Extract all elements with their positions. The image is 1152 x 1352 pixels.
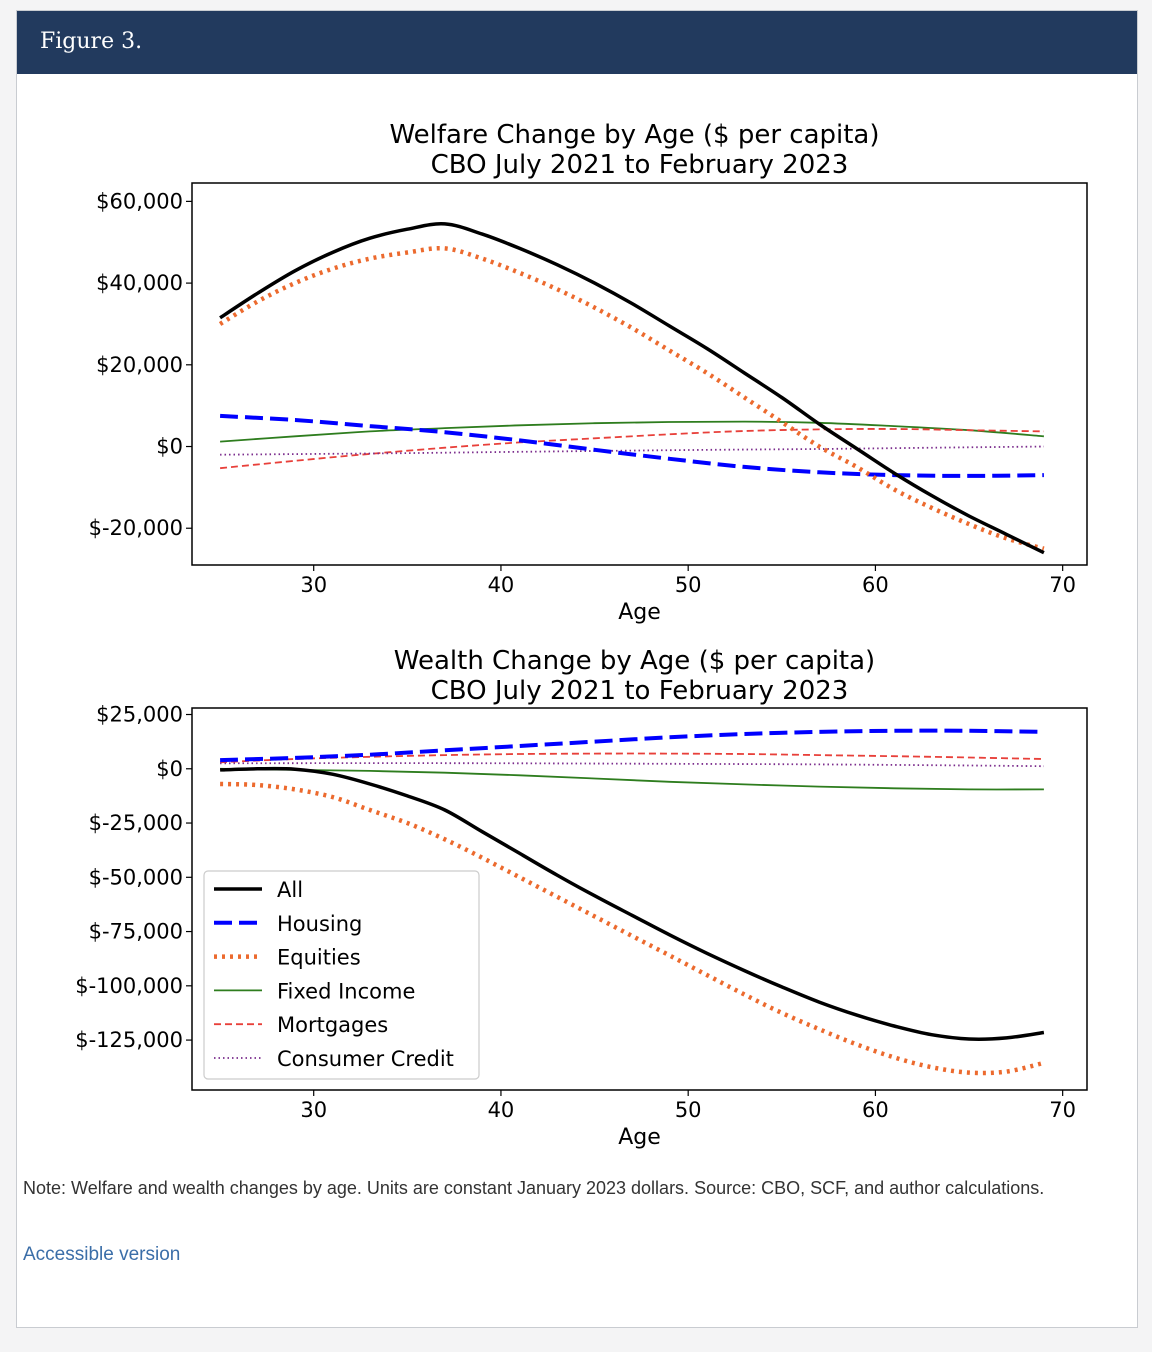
figure-container: Figure 3.	[16, 10, 1138, 1328]
series-line-all	[220, 766, 1045, 1041]
chart-title-line: CBO July 2021 to February 2023	[431, 150, 849, 180]
plot-frame	[191, 707, 1088, 1091]
y-tick-label: $-20,000	[89, 516, 183, 540]
legend-label: All	[277, 878, 303, 902]
accessible-version-link[interactable]: Accessible version	[23, 1244, 181, 1265]
plot-frame	[191, 182, 1088, 566]
series-line-equities	[220, 781, 1045, 1076]
figure-note: Note: Welfare and wealth changes by age.…	[23, 1178, 1045, 1198]
series-line-fixed-income	[220, 767, 1044, 791]
legend-label: Consumer Credit	[277, 1047, 454, 1071]
y-tick-label: $-50,000	[89, 865, 183, 889]
y-tick-label: $60,000	[96, 189, 183, 213]
x-tick-label: 70	[1049, 573, 1076, 597]
y-tick-label: $20,000	[96, 353, 183, 377]
series-line-mortgages	[220, 752, 1044, 764]
series-line-fixed-income	[220, 420, 1044, 443]
y-tick-label: $25,000	[96, 703, 183, 727]
chart-title-line: Wealth Change by Age ($ per capita)	[394, 646, 875, 676]
series-line-all	[219, 222, 1045, 555]
series-line-housing	[219, 413, 1044, 478]
x-tick-label: 70	[1049, 1098, 1076, 1122]
legend-label: Equities	[277, 946, 361, 970]
chart-1: Welfare Change by Age ($ per capita)CBO …	[89, 120, 1088, 625]
x-tick-label: 30	[300, 1098, 327, 1122]
series-line-mortgages	[220, 428, 1044, 470]
x-tick-label: 40	[488, 573, 515, 597]
legend-box	[203, 870, 480, 1080]
x-tick-label: 40	[488, 1098, 515, 1122]
y-tick-label: $40,000	[96, 271, 183, 295]
legend-label: Mortgages	[277, 1013, 388, 1037]
x-axis-label: Age	[618, 600, 661, 625]
x-tick-label: 50	[675, 1098, 702, 1122]
x-tick-label: 60	[862, 573, 889, 597]
x-axis-label: Age	[618, 1125, 661, 1150]
y-tick-label: $-25,000	[89, 811, 183, 835]
series-line-equities	[218, 245, 1045, 551]
series-line-housing	[220, 728, 1044, 763]
legend: All Housing Equities Fixed Income Mortgages C…	[203, 870, 480, 1080]
figure-title: Figure 3.	[40, 29, 143, 54]
legend-label: Housing	[277, 912, 362, 936]
figure-header: Figure 3.	[17, 11, 1137, 74]
y-tick-label: $0	[156, 435, 183, 459]
legend-label: Fixed Income	[277, 979, 415, 1003]
series-line-consumer-credit	[220, 445, 1044, 456]
plot-area	[218, 222, 1045, 555]
y-tick-label: $-100,000	[75, 974, 183, 998]
plot-area	[220, 728, 1045, 1076]
y-tick-label: $-125,000	[75, 1028, 183, 1052]
y-tick-label: $0	[156, 757, 183, 781]
figure-charts: Welfare Change by Age ($ per capita)CBO …	[75, 120, 1088, 1150]
series-line-consumer-credit	[220, 762, 1044, 768]
y-tick-label: $-75,000	[89, 920, 183, 944]
chart-title-line: Welfare Change by Age ($ per capita)	[389, 120, 879, 150]
x-tick-label: 60	[862, 1098, 889, 1122]
x-tick-label: 30	[300, 573, 327, 597]
chart-title-line: CBO July 2021 to February 2023	[431, 676, 849, 706]
chart-2: Wealth Change by Age ($ per capita)CBO J…	[75, 646, 1088, 1150]
x-tick-label: 50	[675, 573, 702, 597]
